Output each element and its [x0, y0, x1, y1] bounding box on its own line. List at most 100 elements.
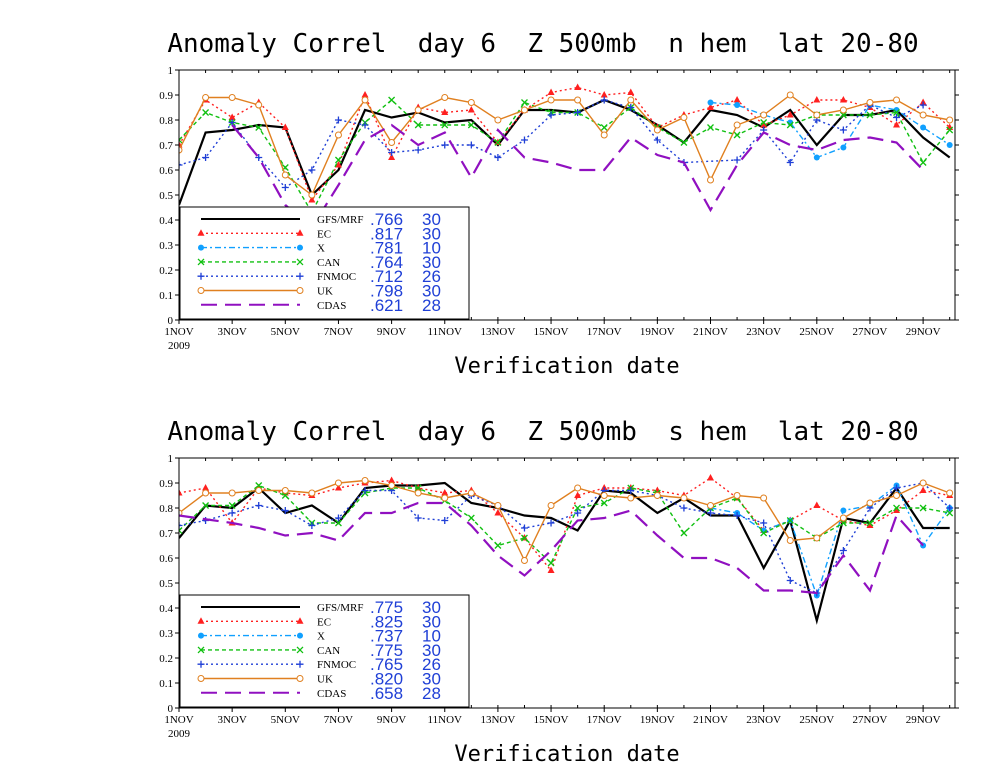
point-can	[414, 121, 422, 129]
point-uk	[813, 111, 821, 119]
legend-mean-ec: .825	[370, 612, 403, 631]
legend-count-can: 30	[422, 253, 441, 272]
x-tick-label: 7NOV	[324, 714, 353, 726]
plot-area	[179, 83, 954, 230]
legend-count-x: 10	[422, 239, 441, 258]
point-uk	[308, 489, 316, 497]
legend-mean-can: .764	[370, 253, 403, 272]
y-tick-label: 0.3	[159, 628, 173, 640]
x-tick-label: 1NOV	[164, 326, 193, 338]
point-ec	[388, 153, 396, 160]
sh-anomaly-chart: Anomaly Correl day 6 Z 500mb s hem lat 2…	[0, 388, 1000, 776]
point-uk	[680, 494, 688, 502]
legend-mean-uk: .798	[370, 282, 403, 301]
legend-count-cdas: 28	[422, 296, 441, 315]
legend-marker-x	[297, 632, 303, 639]
point-can	[707, 124, 714, 131]
point-uk	[627, 96, 635, 104]
point-can	[281, 492, 289, 499]
series-line-ec	[179, 86, 951, 202]
point-uk	[361, 477, 369, 484]
point-uk	[547, 502, 555, 509]
point-uk	[627, 494, 635, 502]
point-ec	[760, 121, 768, 128]
x-tick-label: 27NOV	[853, 714, 888, 726]
point-fnmoc	[893, 484, 901, 492]
x-tick-label: 9NOV	[377, 326, 406, 338]
point-uk	[334, 479, 342, 487]
point-uk	[281, 171, 289, 179]
legend-mean-gfs-mrf: .766	[370, 210, 403, 229]
point-uk	[866, 99, 874, 106]
point-ec	[547, 88, 555, 95]
point-can	[760, 529, 768, 537]
legend-mean-uk: .820	[370, 670, 403, 689]
y-tick-label: 0.6	[159, 165, 173, 177]
point-x	[813, 154, 820, 161]
legend-marker-can	[296, 646, 304, 654]
point-ec	[441, 489, 449, 496]
point-fnmoc	[760, 519, 768, 527]
point-can	[202, 109, 210, 116]
legend-box	[179, 206, 470, 320]
x-tick-label: 19NOV	[640, 326, 675, 338]
legend-name-gfs-mrf: GFS/MRF	[317, 214, 363, 226]
y-tick-label: 0.1	[159, 290, 173, 302]
point-can	[839, 111, 847, 119]
x-tick-label: 11NOV	[428, 714, 462, 726]
point-can	[414, 484, 422, 492]
point-ec	[813, 501, 821, 508]
point-x	[707, 99, 714, 106]
point-uk	[467, 489, 475, 497]
point-can	[733, 131, 741, 139]
x-tick-label: 21NOV	[693, 326, 728, 338]
point-fnmoc	[255, 154, 263, 161]
legend-name-can: CAN	[317, 257, 340, 269]
point-can	[946, 509, 954, 517]
x-tick-label: 9NOV	[377, 714, 406, 726]
legend-name-cdas: CDAS	[317, 300, 346, 312]
legend-count-can: 30	[422, 641, 441, 660]
point-fnmoc	[574, 109, 582, 116]
x-tick-label: 25NOV	[799, 714, 834, 726]
legend-count-fnmoc: 26	[422, 655, 441, 674]
legend-marker-ec	[296, 229, 304, 236]
point-uk	[520, 557, 528, 564]
point-uk	[893, 492, 901, 499]
legend-mean-gfs-mrf: .775	[370, 598, 403, 617]
x-tick-label: 11NOV	[428, 326, 462, 338]
point-x	[946, 142, 953, 148]
series-line-gfs-mrf	[179, 481, 950, 625]
point-ec	[627, 88, 635, 95]
point-can	[255, 482, 263, 489]
point-can	[946, 126, 954, 134]
legend-name-fnmoc: FNMOC	[317, 659, 356, 671]
point-uk	[919, 111, 927, 119]
point-x	[840, 507, 847, 514]
point-ec	[334, 161, 342, 168]
point-uk	[388, 139, 396, 146]
x-tick-label: 17NOV	[587, 326, 622, 338]
point-uk	[760, 111, 768, 119]
y-tick-label: 0.7	[159, 140, 173, 152]
legend-marker-fnmoc	[197, 272, 205, 280]
legend-marker-can	[296, 258, 304, 266]
point-ec	[281, 123, 289, 130]
legend-marker-fnmoc	[296, 272, 304, 280]
point-uk	[547, 96, 555, 104]
legend-name-x: X	[317, 243, 325, 255]
point-ec	[179, 489, 183, 496]
point-ec	[388, 476, 396, 483]
point-uk	[441, 94, 449, 101]
y-tick-label: 0	[168, 703, 174, 715]
legend-count-gfs-mrf: 30	[422, 598, 441, 617]
point-uk	[893, 96, 901, 104]
point-can	[600, 499, 608, 507]
point-fnmoc	[494, 154, 502, 161]
point-can	[494, 139, 502, 146]
legend-marker-x	[297, 244, 303, 251]
point-uk	[467, 99, 475, 106]
x-tick-label: 13NOV	[480, 326, 515, 338]
point-uk	[839, 514, 847, 522]
point-fnmoc	[919, 101, 927, 109]
